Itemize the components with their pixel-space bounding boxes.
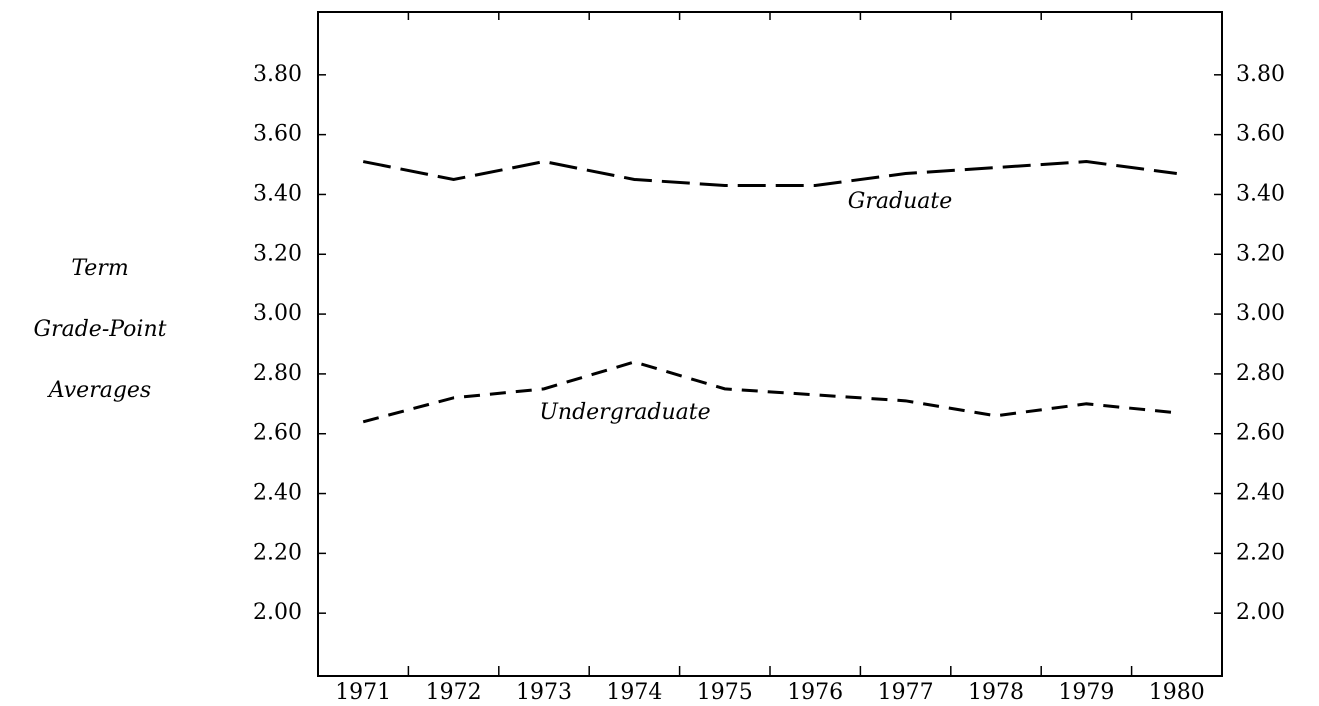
- y2-tick-label: 2.00: [1236, 600, 1285, 625]
- x-tick-label: 1979: [1058, 680, 1114, 705]
- y-tick-label: 2.60: [253, 421, 302, 446]
- x-tick-label: 1978: [968, 680, 1024, 705]
- y2-tick-label: 2.60: [1236, 421, 1285, 446]
- y2-tick-label: 2.20: [1236, 540, 1285, 565]
- y-axis-label: Averages: [47, 378, 151, 403]
- x-tick-label: 1973: [516, 680, 572, 705]
- x-tick-label: 1980: [1149, 680, 1205, 705]
- y-tick-label: 3.20: [253, 241, 302, 266]
- x-tick-label: 1977: [878, 680, 934, 705]
- y-axis-label: Grade-Point: [34, 317, 167, 342]
- y-tick-label: 3.80: [253, 62, 302, 87]
- y2-tick-label: 2.80: [1236, 361, 1285, 386]
- y-tick-label: 2.80: [253, 361, 302, 386]
- y-tick-label: 3.40: [253, 181, 302, 206]
- x-tick-label: 1975: [697, 680, 753, 705]
- line-series: [362, 160, 1177, 187]
- y2-tick-label: 2.40: [1236, 481, 1285, 506]
- series-label: Undergraduate: [539, 400, 710, 425]
- y-tick-label: 2.00: [253, 600, 302, 625]
- x-tick-label: 1976: [787, 680, 843, 705]
- x-tick-label: 1974: [606, 680, 662, 705]
- series-label: Graduate: [848, 189, 952, 214]
- line-series: [362, 360, 1177, 424]
- y2-tick-label: 3.00: [1236, 301, 1285, 326]
- x-tick-label: 1971: [335, 680, 391, 705]
- y-tick-label: 2.40: [253, 481, 302, 506]
- plot-frame: [317, 11, 1223, 677]
- y2-tick-label: 3.20: [1236, 241, 1285, 266]
- y2-tick-label: 3.40: [1236, 181, 1285, 206]
- y2-tick-label: 3.80: [1236, 62, 1285, 87]
- y-tick-label: 3.60: [253, 122, 302, 147]
- y-tick-label: 3.00: [253, 301, 302, 326]
- y-axis-label: Term: [71, 256, 128, 281]
- y2-tick-label: 3.60: [1236, 122, 1285, 147]
- x-tick-label: 1972: [426, 680, 482, 705]
- y-tick-label: 2.20: [253, 540, 302, 565]
